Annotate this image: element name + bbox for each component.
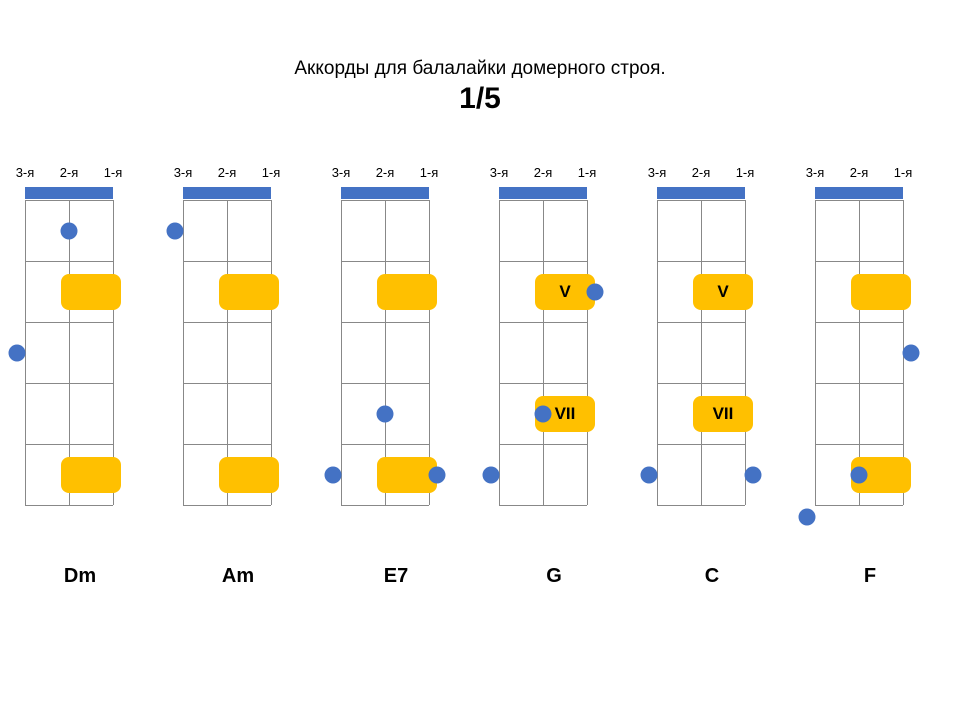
fretboard-fret-line: [25, 322, 113, 323]
chord-name-label: Dm: [20, 565, 140, 588]
fretboard-fret-line: [815, 200, 903, 201]
chord-name-label: Am: [178, 565, 298, 588]
page-title-line2: 1/5: [0, 82, 960, 116]
fretboard-string-line: [543, 200, 544, 505]
string-label: 1-я: [420, 165, 439, 180]
string-label: 2-я: [218, 165, 237, 180]
chord-name-label: E7: [336, 565, 456, 588]
fret-position-box: [219, 457, 279, 493]
nut: [657, 187, 745, 199]
fretboard-fret-line: [657, 200, 745, 201]
nut: [183, 187, 271, 199]
string-label: 1-я: [104, 165, 123, 180]
string-label: 3-я: [332, 165, 351, 180]
finger-dot: [587, 283, 604, 300]
nut: [341, 187, 429, 199]
fretboard-fret-line: [183, 261, 271, 262]
fretboard-fret-line: [183, 322, 271, 323]
string-label: 3-я: [806, 165, 825, 180]
fretboard-fret-line: [341, 200, 429, 201]
fret-position-box: [219, 274, 279, 310]
finger-dot: [167, 222, 184, 239]
chord-name-label: C: [652, 565, 772, 588]
string-label: 3-я: [174, 165, 193, 180]
fretboard-string-line: [815, 200, 816, 505]
fretboard-fret-line: [657, 444, 745, 445]
string-label: 3-я: [490, 165, 509, 180]
fret-position-box: V: [693, 274, 753, 310]
finger-dot: [61, 222, 78, 239]
fretboard-fret-line: [25, 505, 113, 506]
string-label: 2-я: [850, 165, 869, 180]
fretboard-fret-line: [25, 383, 113, 384]
fretboard-fret-line: [25, 200, 113, 201]
fret-position-box: VII: [693, 396, 753, 432]
fretboard-fret-line: [341, 505, 429, 506]
nut: [499, 187, 587, 199]
fretboard-fret-line: [341, 444, 429, 445]
string-label: 1-я: [262, 165, 281, 180]
finger-dot: [535, 405, 552, 422]
fretboard-fret-line: [183, 505, 271, 506]
fretboard-string-line: [341, 200, 342, 505]
fret-position-box: [61, 457, 121, 493]
nut: [815, 187, 903, 199]
chord-name-label: F: [810, 565, 930, 588]
fretboard-fret-line: [657, 261, 745, 262]
fretboard-fret-line: [341, 261, 429, 262]
fretboard-fret-line: [815, 444, 903, 445]
fretboard-fret-line: [499, 444, 587, 445]
finger-dot: [9, 344, 26, 361]
string-label: 2-я: [692, 165, 711, 180]
fretboard-fret-line: [341, 322, 429, 323]
fretboard-fret-line: [341, 383, 429, 384]
nut: [25, 187, 113, 199]
fretboard-fret-line: [499, 383, 587, 384]
fret-position-box: [851, 274, 911, 310]
fretboard-fret-line: [499, 200, 587, 201]
finger-dot: [429, 466, 446, 483]
finger-dot: [851, 466, 868, 483]
fretboard-fret-line: [815, 505, 903, 506]
fretboard-fret-line: [183, 444, 271, 445]
fretboard-fret-line: [25, 261, 113, 262]
chord-name-label: G: [494, 565, 614, 588]
fretboard-string-line: [657, 200, 658, 505]
fretboard-fret-line: [657, 383, 745, 384]
fretboard-fret-line: [499, 322, 587, 323]
string-label: 2-я: [534, 165, 553, 180]
fretboard-fret-line: [499, 261, 587, 262]
fretboard-string-line: [745, 200, 746, 505]
fretboard-fret-line: [815, 261, 903, 262]
string-label: 1-я: [578, 165, 597, 180]
finger-dot: [325, 466, 342, 483]
finger-dot: [377, 405, 394, 422]
string-label: 3-я: [16, 165, 35, 180]
string-label: 1-я: [736, 165, 755, 180]
finger-dot: [483, 466, 500, 483]
string-label: 1-я: [894, 165, 913, 180]
fretboard-fret-line: [657, 322, 745, 323]
fretboard-fret-line: [657, 505, 745, 506]
fretboard-fret-line: [25, 444, 113, 445]
string-label: 2-я: [60, 165, 79, 180]
fretboard-fret-line: [499, 505, 587, 506]
finger-dot: [641, 466, 658, 483]
finger-dot: [799, 509, 816, 526]
fretboard-fret-line: [183, 200, 271, 201]
fret-position-box: [61, 274, 121, 310]
fretboard-string-line: [183, 200, 184, 505]
page-title-line1: Аккорды для балалайки домерного строя.: [0, 58, 960, 80]
fret-position-box: [377, 274, 437, 310]
fretboard-string-line: [587, 200, 588, 505]
fretboard-string-line: [499, 200, 500, 505]
fretboard-fret-line: [815, 383, 903, 384]
finger-dot: [745, 466, 762, 483]
string-label: 3-я: [648, 165, 667, 180]
fretboard-fret-line: [815, 322, 903, 323]
fretboard-fret-line: [183, 383, 271, 384]
finger-dot: [903, 344, 920, 361]
fretboard-string-line: [701, 200, 702, 505]
string-label: 2-я: [376, 165, 395, 180]
